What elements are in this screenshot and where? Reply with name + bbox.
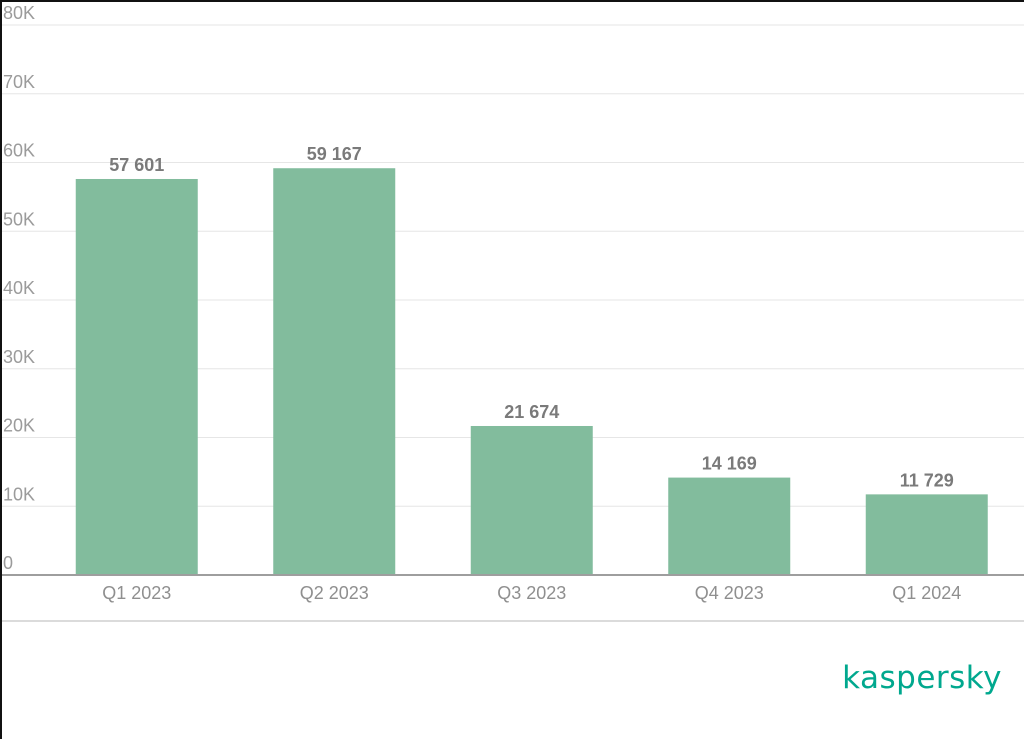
- y-tick-label: 10K: [3, 484, 35, 504]
- y-tick-label: 40K: [3, 278, 35, 298]
- x-tick-label: Q4 2023: [695, 583, 764, 603]
- y-tick-label: 20K: [3, 416, 35, 436]
- y-tick-label: 30K: [3, 347, 35, 367]
- x-tick-label: Q3 2023: [497, 583, 566, 603]
- kaspersky-logo: kaspersky: [842, 660, 1002, 696]
- y-tick-label: 70K: [3, 72, 35, 92]
- x-tick-label: Q1 2023: [102, 583, 171, 603]
- y-tick-label: 80K: [3, 3, 35, 23]
- y-tick-label: 0: [3, 553, 13, 573]
- bar: [273, 168, 396, 575]
- x-tick-label: Q2 2023: [300, 583, 369, 603]
- bar: [668, 477, 791, 575]
- bar: [75, 178, 198, 576]
- bar: [470, 425, 593, 575]
- y-tick-label: 50K: [3, 209, 35, 229]
- data-label: 57 601: [109, 155, 164, 175]
- data-label: 14 169: [702, 454, 757, 474]
- y-tick-label: 60K: [3, 141, 35, 161]
- data-label: 59 167: [307, 144, 362, 164]
- data-label: 11 729: [900, 470, 954, 490]
- data-label: 21 674: [504, 402, 559, 422]
- bar: [865, 494, 988, 575]
- x-tick-label: Q1 2024: [892, 583, 961, 603]
